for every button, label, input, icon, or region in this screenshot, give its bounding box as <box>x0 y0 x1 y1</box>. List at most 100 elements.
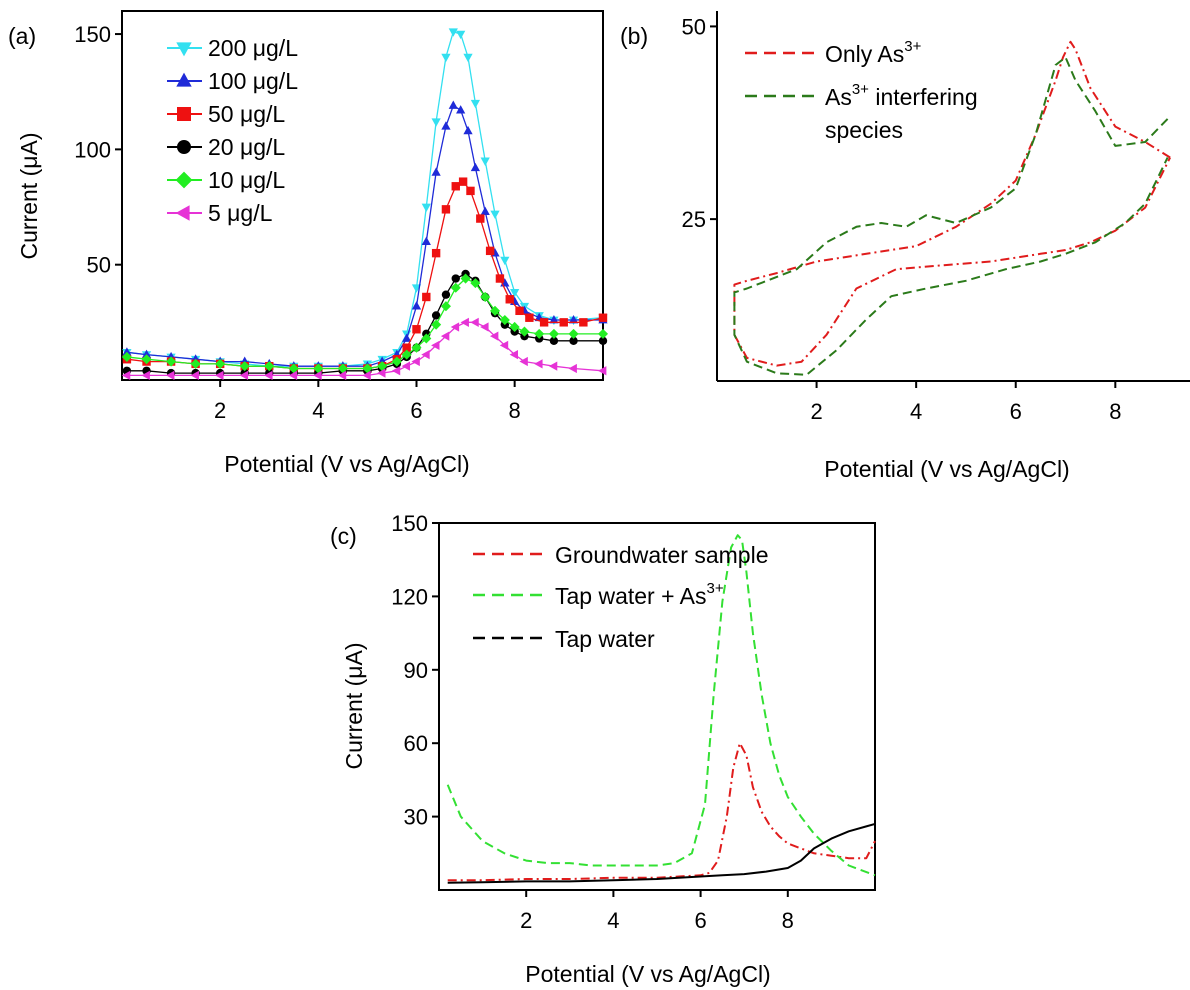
data-point-5-g-l <box>121 370 131 381</box>
data-point-5-g-l <box>519 356 528 367</box>
y-tick-label: 60 <box>404 731 428 756</box>
panel-b-series <box>733 40 1171 376</box>
panel-b-xlabel: Potential (V vs Ag/AgCl) <box>824 456 1069 482</box>
x-tick-label: 2 <box>520 908 532 933</box>
series-line-10-g-l <box>126 277 603 370</box>
legend-marker <box>177 107 191 121</box>
data-point-100-g-l <box>141 349 152 358</box>
data-point-10-g-l <box>489 305 501 316</box>
data-point-200-g-l <box>456 30 466 40</box>
y-tick-label: 50 <box>87 253 111 278</box>
panel-a-label: (a) <box>8 23 36 49</box>
data-point-5-g-l <box>288 370 298 381</box>
x-tick-label: 4 <box>312 398 324 423</box>
data-point-5-g-l <box>431 340 440 351</box>
data-point-200-g-l <box>470 99 481 109</box>
data-point-50-g-l <box>598 313 608 322</box>
x-tick-label: 6 <box>1010 399 1022 424</box>
data-point-50-g-l <box>451 182 460 191</box>
data-point-5-g-l <box>362 370 371 381</box>
panel-a: (a) 2 4 6 8 50 100 150 200 μg/L 100 μg/L 50 μg/L… <box>8 10 609 477</box>
legend-label: 50 μg/L <box>208 101 285 127</box>
data-point-20-g-l <box>441 290 451 299</box>
y-tick-label: 100 <box>74 137 111 162</box>
series-line-tap-water-as <box>446 534 876 877</box>
data-point-50-g-l <box>495 274 505 283</box>
data-point-10-g-l <box>411 342 422 353</box>
data-point-10-g-l <box>401 349 412 360</box>
data-point-10-g-l <box>288 363 299 374</box>
data-point-100-g-l <box>568 314 579 324</box>
legend-marker <box>175 205 190 221</box>
series-line-groundwater-sample <box>447 742 876 882</box>
data-point-10-g-l <box>440 301 451 312</box>
x-tick-label: 8 <box>782 908 794 933</box>
data-point-100-g-l <box>421 236 431 245</box>
panel-c-legend: Groundwater sample Tap water + As3+ Tap wa… <box>473 542 769 652</box>
data-point-100-g-l <box>411 301 422 310</box>
legend-label-line2: species <box>825 117 903 143</box>
data-point-50-g-l <box>476 214 485 223</box>
series-line-tap-water <box>447 822 876 884</box>
data-point-10-g-l <box>121 351 132 362</box>
data-point-5-g-l <box>534 359 543 369</box>
data-point-5-g-l <box>377 368 386 378</box>
x-tick-label: 8 <box>1109 399 1121 424</box>
y-tick-label: 50 <box>682 14 706 39</box>
data-point-100-g-l <box>480 206 490 216</box>
data-point-200-g-l <box>421 203 431 213</box>
data-point-50-g-l <box>505 295 514 304</box>
legend-marker <box>177 140 191 154</box>
data-point-50-g-l <box>559 318 568 327</box>
data-point-10-g-l <box>534 328 545 339</box>
data-point-5-g-l <box>509 350 519 360</box>
data-point-20-g-l <box>549 336 559 345</box>
legend-label: 200 μg/L <box>208 35 298 61</box>
data-point-50-g-l <box>485 246 495 256</box>
panel-a-series <box>121 28 609 381</box>
data-point-100-g-l <box>122 347 132 356</box>
data-point-10-g-l <box>337 363 348 374</box>
data-point-5-g-l <box>499 340 509 351</box>
data-point-50-g-l <box>579 318 588 327</box>
y-tick-label: 150 <box>74 22 111 47</box>
data-point-50-g-l <box>539 318 549 327</box>
data-point-50-g-l <box>525 313 534 322</box>
legend-label: 10 μg/L <box>208 167 285 193</box>
data-point-10-g-l <box>470 278 481 289</box>
panel-a-ylabel: Current (μA) <box>16 133 42 260</box>
panel-b-ticks: 2 4 6 8 25 50 <box>682 14 1122 424</box>
data-point-5-g-l <box>215 370 224 381</box>
data-point-5-g-l <box>141 370 150 381</box>
data-point-5-g-l <box>391 366 401 376</box>
legend-label: Only As3+ <box>825 38 922 67</box>
x-tick-label: 2 <box>214 398 226 423</box>
panel-c-label: (c) <box>330 523 357 549</box>
panel-b-legend: Only As3+ As3+ interfering species <box>745 38 978 143</box>
legend-label: 5 μg/L <box>208 200 273 226</box>
panel-a-xlabel: Potential (V vs Ag/AgCl) <box>224 451 469 477</box>
data-point-100-g-l <box>431 167 441 176</box>
data-point-50-g-l <box>441 205 451 214</box>
data-point-10-g-l <box>519 326 530 337</box>
data-point-10-g-l <box>548 328 559 339</box>
data-point-50-g-l <box>515 306 524 316</box>
y-tick-label: 25 <box>682 207 706 232</box>
panel-c-ticks: 2 4 6 8 30 60 90 120 150 <box>391 511 794 933</box>
x-tick-label: 6 <box>410 398 422 423</box>
y-tick-label: 90 <box>404 658 428 683</box>
legend-label: Groundwater sample <box>555 542 769 568</box>
data-point-10-g-l <box>509 321 520 332</box>
data-point-5-g-l <box>337 370 347 381</box>
series-line-100-g-l <box>126 104 603 367</box>
data-point-10-g-l <box>450 282 461 293</box>
legend-label: 20 μg/L <box>208 134 285 160</box>
panel-c-series <box>446 534 876 884</box>
data-point-10-g-l <box>568 328 579 339</box>
data-point-100-g-l <box>549 314 559 324</box>
data-point-5-g-l <box>480 322 489 332</box>
data-point-100-g-l <box>441 121 451 130</box>
data-point-5-g-l <box>489 331 499 341</box>
data-point-10-g-l <box>391 356 402 367</box>
